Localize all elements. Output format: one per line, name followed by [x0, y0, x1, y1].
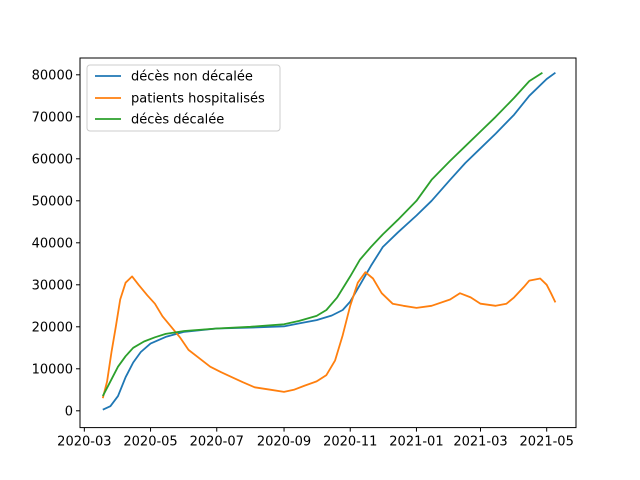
y-tick-label-1: 0: [65, 404, 73, 419]
x-tick-label-8: 2021-05: [520, 435, 574, 450]
legend-label-3: décès décalée: [131, 113, 224, 128]
y-tick-label-9: 80000: [32, 68, 73, 83]
x-axis: 2020-03 2020-05 2020-07 2020-09 2020-11 2021-…: [57, 427, 574, 450]
series-line-1: [102, 71, 556, 411]
y-tick-label-6: 50000: [32, 194, 73, 209]
series-layer: [101, 71, 557, 411]
legend: décès non décalée patients hospitalisés …: [86, 64, 281, 132]
legend-box: [86, 64, 281, 132]
x-tick-label-2: 2020-05: [123, 435, 177, 450]
legend-entry-3: décès décalée: [95, 113, 224, 128]
legend-label-1: décès non décalée: [131, 70, 253, 85]
x-tick-label-3: 2020-07: [190, 435, 244, 450]
legend-entry-1: décès non décalée: [95, 70, 253, 85]
y-tick-label-3: 20000: [32, 320, 73, 335]
x-tick-label-4: 2020-09: [257, 435, 311, 450]
x-tick-label-1: 2020-03: [57, 435, 111, 450]
y-tick-label-5: 40000: [32, 236, 73, 251]
y-tick-label-7: 60000: [32, 152, 73, 167]
legend-entry-2: patients hospitalisés: [95, 92, 265, 107]
x-tick-label-6: 2021-01: [389, 435, 443, 450]
x-tick-label-7: 2021-03: [453, 435, 507, 450]
series-line-2: [101, 271, 557, 399]
legend-label-2: patients hospitalisés: [131, 92, 265, 107]
series-line-3: [102, 71, 543, 397]
y-tick-label-8: 70000: [32, 110, 73, 125]
x-tick-label-5: 2020-11: [323, 435, 377, 450]
y-tick-label-4: 30000: [32, 278, 73, 293]
y-tick-label-2: 10000: [32, 362, 73, 377]
y-axis: 0 10000 20000 30000 40000 50000 60000 70000 8000…: [32, 68, 80, 419]
